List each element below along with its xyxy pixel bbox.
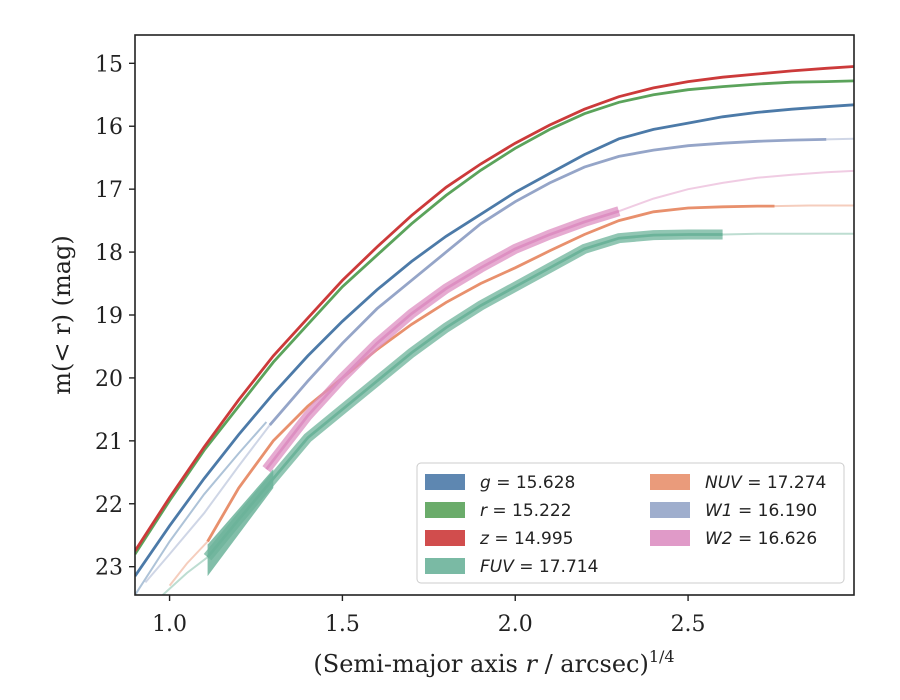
y-tick-label: 17	[95, 178, 123, 203]
legend-swatch-nuv	[650, 474, 690, 490]
legend-label-z: z = 14.995	[479, 529, 573, 549]
series-w1-line	[268, 138, 827, 427]
legend-swatch-r	[425, 502, 465, 518]
series-g-faint	[135, 421, 268, 595]
y-axis-label: m(< r) (mag)	[48, 235, 76, 394]
y-tick-label: 16	[95, 115, 123, 140]
series-w2-line	[265, 209, 620, 471]
series-fuv-wedge	[207, 469, 274, 577]
x-axis-ticks: 1.0 1.5 2.0 2.5	[152, 595, 706, 637]
x-tick-label: 1.5	[325, 612, 360, 637]
legend-swatch-w2	[650, 530, 690, 546]
y-tick-label: 20	[95, 367, 123, 392]
legend-label-w2: W2 = 16.626	[705, 529, 817, 549]
legend: g = 15.628 r = 15.222 z = 14.995 FUV = 17.7…	[416, 462, 845, 584]
series-nuv-faint	[774, 204, 854, 208]
y-tick-label: 18	[95, 241, 123, 266]
y-axis-ticks: 15 16 17 18 19 20 21 22 23	[95, 52, 135, 581]
series-z-line	[135, 65, 854, 552]
series-nuv-line	[206, 204, 775, 543]
x-tick-label: 2.5	[671, 612, 706, 637]
x-axis-label: (Semi-major axis r / arcsec)1/4	[313, 647, 674, 678]
series-w1-faint-left	[144, 424, 271, 584]
legend-label-r: r = 15.222	[480, 501, 572, 521]
x-tick-label: 1.0	[152, 612, 187, 637]
legend-label-w1: W1 = 16.190	[705, 501, 817, 521]
legend-label-nuv: NUV = 17.274	[705, 473, 826, 493]
series-fuv-faint	[722, 232, 854, 236]
legend-label-fuv: FUV = 17.714	[480, 557, 598, 577]
legend-swatch-g	[425, 474, 465, 490]
y-tick-label: 23	[95, 556, 123, 581]
series-g-line	[135, 103, 854, 577]
series-nuv-faint-left	[168, 540, 209, 587]
legend-label-g: g = 15.628	[480, 473, 575, 493]
series-fuv-faint-left	[162, 556, 209, 595]
x-tick-label: 2.0	[498, 612, 533, 637]
series-w2-faint	[618, 169, 854, 213]
legend-swatch-z	[425, 530, 465, 546]
y-tick-label: 21	[95, 430, 123, 455]
legend-box	[416, 462, 845, 584]
series-r-line	[135, 79, 854, 555]
legend-swatch-w1	[650, 502, 690, 518]
y-tick-label: 22	[95, 493, 123, 518]
y-tick-label: 19	[95, 304, 123, 329]
series-fuv-line	[206, 233, 723, 559]
series-layer	[135, 65, 854, 595]
legend-swatch-fuv	[425, 558, 465, 574]
y-tick-label: 15	[95, 52, 123, 77]
series-w1-faint	[826, 137, 854, 141]
